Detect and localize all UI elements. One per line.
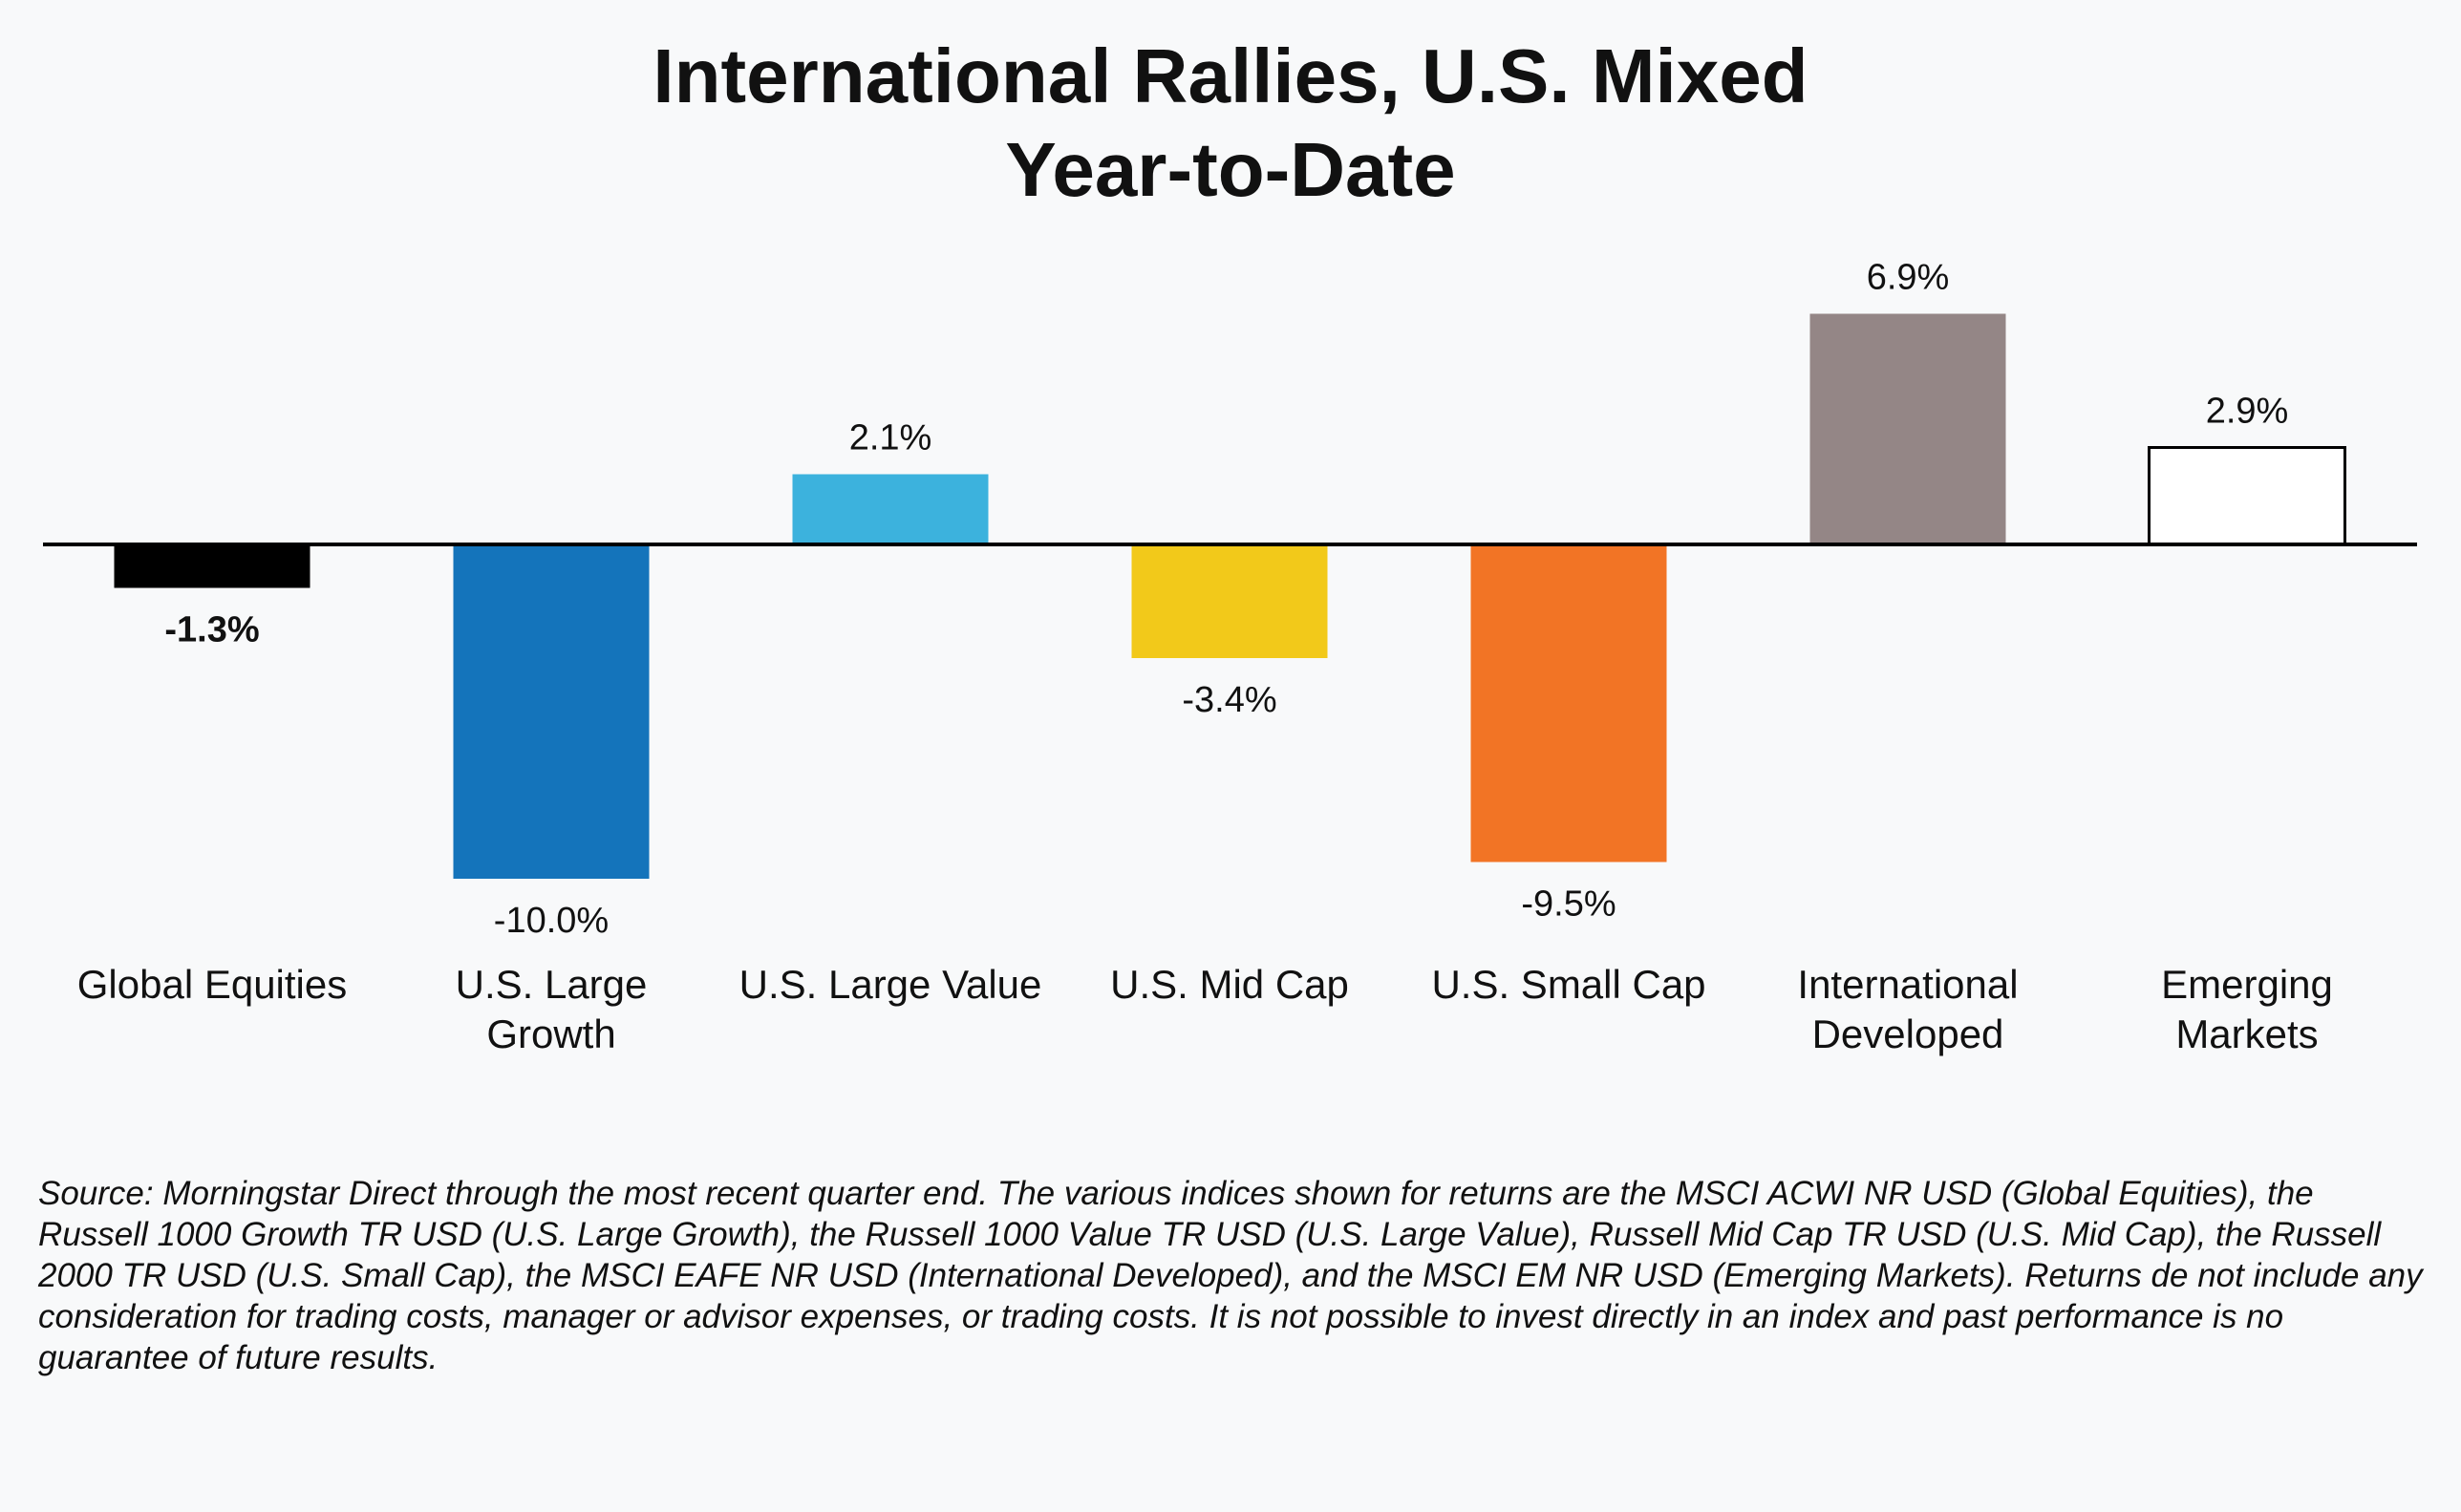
bar-u-s-large-growth <box>453 544 650 879</box>
category-label-global-equities: Global Equities <box>77 962 348 1007</box>
bars-layer <box>114 313 2346 879</box>
category-label-international-developed: International <box>1797 962 2018 1007</box>
bar-chart: -1.3% -10.0% 2.1% -3.4% -9.5% 6.9% 2.9% Global… <box>43 258 2417 1056</box>
category-label-u-s-mid-cap: U.S. Mid Cap <box>1110 962 1349 1007</box>
bar-international-developed <box>1809 313 2006 544</box>
value-label-emerging-markets: 2.9% <box>2206 392 2289 432</box>
category-labels-layer: Global Equities U.S. Large Growth U.S. Larg… <box>77 962 2333 1056</box>
category-label-u-s-large-growth-line2: Growth <box>486 1012 615 1056</box>
value-label-u-s-mid-cap: -3.4% <box>1182 680 1276 720</box>
value-label-international-developed: 6.9% <box>1867 258 1950 298</box>
category-label-emerging-markets-line2: Markets <box>2175 1012 2318 1056</box>
value-labels-layer: -1.3% -10.0% 2.1% -3.4% -9.5% 6.9% 2.9% <box>164 258 2288 942</box>
value-label-u-s-large-value: 2.1% <box>849 418 932 458</box>
category-label-u-s-large-value: U.S. Large Value <box>739 962 1042 1007</box>
category-label-u-s-small-cap: U.S. Small Cap <box>1431 962 1705 1007</box>
chart-subtitle: Year-to-Date <box>1005 127 1456 212</box>
chart-title: International Rallies, U.S. Mixed <box>653 33 1808 118</box>
category-label-international-developed-line2: Developed <box>1812 1012 2004 1056</box>
category-label-emerging-markets: Emerging <box>2161 962 2333 1007</box>
category-label-u-s-large-growth: U.S. Large <box>456 962 648 1007</box>
bar-global-equities <box>114 544 310 588</box>
value-label-u-s-small-cap: -9.5% <box>1521 884 1616 925</box>
bar-u-s-large-value <box>792 474 989 544</box>
bar-u-s-small-cap <box>1470 544 1667 862</box>
value-label-global-equities: -1.3% <box>164 610 259 650</box>
bar-u-s-mid-cap <box>1131 544 1328 658</box>
source-footnote: Source: Morningstar Direct through the m… <box>38 1175 2423 1376</box>
bar-emerging-markets <box>2148 446 2346 546</box>
value-label-u-s-large-growth: -10.0% <box>494 901 609 941</box>
